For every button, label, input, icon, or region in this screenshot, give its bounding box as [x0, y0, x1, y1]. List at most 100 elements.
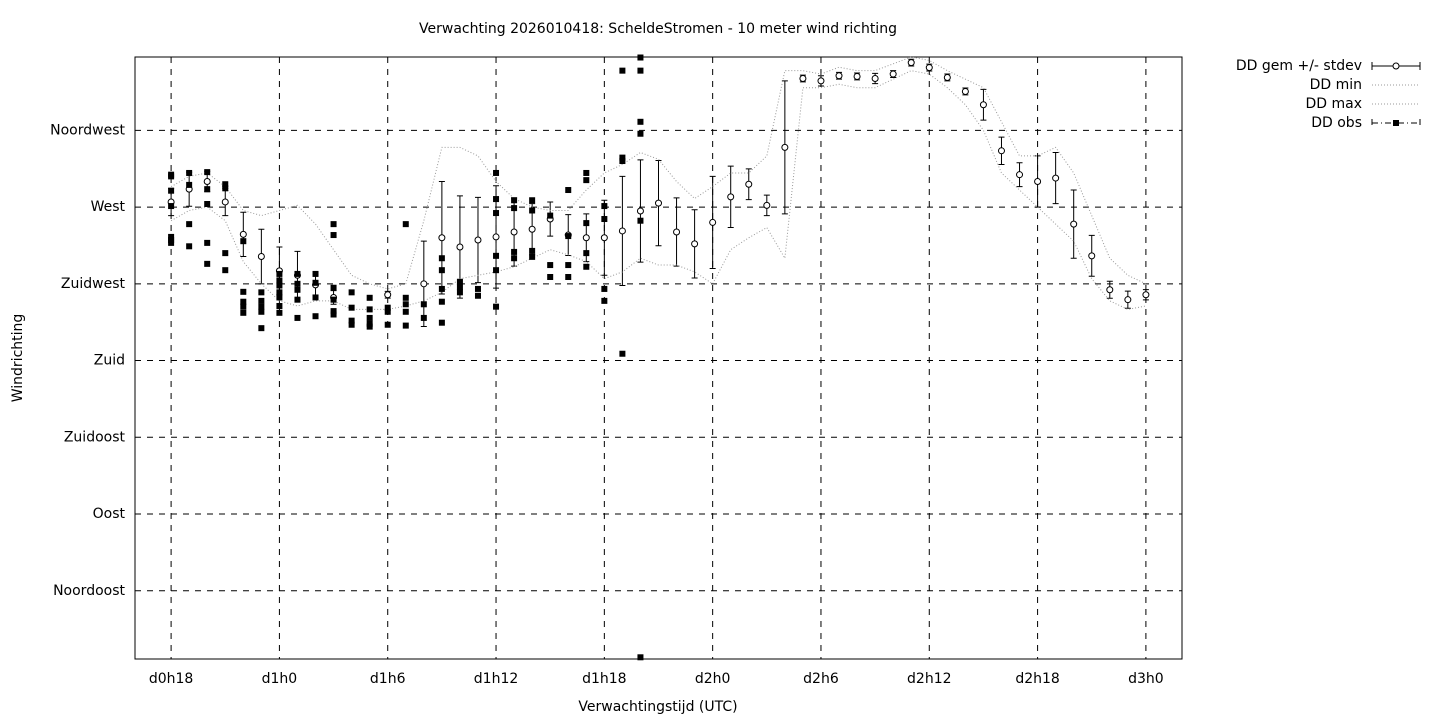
obs-point: [438, 255, 445, 262]
obs-point: [420, 301, 427, 308]
mean-point: [763, 201, 771, 209]
obs-point: [529, 247, 536, 254]
obs-point: [637, 654, 644, 661]
obs-point: [330, 284, 337, 291]
obs-point: [294, 286, 301, 293]
mean-point: [618, 227, 626, 235]
legend-swatch: [1392, 62, 1400, 70]
mean-point: [1106, 286, 1114, 294]
obs-point: [619, 350, 626, 357]
obs-point: [384, 304, 391, 311]
legend-swatch: [1393, 120, 1399, 126]
obs-point: [493, 303, 500, 310]
obs-point: [637, 118, 644, 125]
x-tick-label: d2h6: [803, 671, 839, 687]
mean-point: [239, 230, 247, 238]
obs-point: [637, 217, 644, 224]
obs-point: [168, 187, 175, 194]
obs-point: [204, 201, 211, 208]
obs-point: [420, 314, 427, 321]
obs-point: [583, 177, 590, 184]
obs-point: [402, 301, 409, 308]
x-tick-label: d0h18: [149, 671, 193, 687]
obs-point: [511, 197, 518, 204]
mean-point: [853, 72, 861, 80]
obs-point: [438, 285, 445, 292]
obs-point: [204, 186, 211, 193]
y-tick-label: Zuid: [94, 353, 125, 369]
obs-point: [366, 314, 373, 321]
obs-point: [240, 303, 247, 310]
obs-point: [204, 169, 211, 176]
obs-point: [547, 262, 554, 269]
obs-point: [456, 278, 463, 285]
y-axis-label: Windrichting: [10, 314, 26, 403]
y-tick-label: Zuidoost: [64, 429, 126, 445]
obs-point: [619, 158, 626, 165]
y-tick-label: Noordoost: [53, 583, 125, 599]
mean-point: [997, 147, 1005, 155]
obs-point: [565, 233, 572, 240]
obs-point: [276, 309, 283, 316]
y-tick-label: Oost: [93, 506, 126, 522]
obs-point: [294, 270, 301, 277]
legend-label: DD obs: [1311, 115, 1362, 131]
x-axis-label: Verwachtingstijd (UTC): [578, 699, 737, 715]
legend-label: DD max: [1305, 96, 1362, 112]
obs-point: [186, 169, 193, 176]
obs-point: [619, 67, 626, 74]
mean-point: [257, 253, 265, 261]
obs-point: [438, 298, 445, 305]
obs-point: [330, 296, 337, 303]
obs-point: [276, 282, 283, 289]
obs-point: [565, 262, 572, 269]
obs-point: [474, 292, 481, 299]
x-tick-label: d1h6: [370, 671, 406, 687]
legend-swatch: [1371, 119, 1421, 127]
y-tick-label: Zuidwest: [61, 276, 126, 292]
mean-point: [1052, 174, 1060, 182]
obs-point: [511, 248, 518, 255]
mean-point: [745, 180, 753, 188]
mean-point: [474, 236, 482, 244]
obs-point: [294, 296, 301, 303]
mean-point: [1142, 291, 1150, 299]
obs-point: [330, 308, 337, 315]
obs-point: [601, 297, 608, 304]
obs-point: [547, 273, 554, 280]
obs-point: [240, 238, 247, 245]
mean-point: [961, 87, 969, 95]
obs-point: [258, 297, 265, 304]
y-tick-label: Noordwest: [50, 122, 125, 138]
obs-point: [240, 309, 247, 316]
obs-point: [168, 233, 175, 240]
obs-point: [330, 311, 337, 318]
x-tick-label: d2h0: [695, 671, 731, 687]
obs-point: [204, 239, 211, 246]
obs-point: [348, 304, 355, 311]
obs-point: [330, 232, 337, 239]
mean-point: [456, 243, 464, 251]
mean-point: [817, 77, 825, 85]
mean-point: [1016, 171, 1024, 179]
mean-point: [1124, 296, 1132, 304]
obs-point: [456, 284, 463, 291]
obs-point: [312, 279, 319, 286]
mean-point: [889, 70, 897, 78]
obs-point: [529, 253, 536, 260]
obs-point: [402, 294, 409, 301]
obs-point: [186, 243, 193, 250]
mean-point: [799, 74, 807, 82]
mean-point: [979, 101, 987, 109]
obs-point: [186, 181, 193, 188]
obs-point: [312, 270, 319, 277]
mean-point: [420, 280, 428, 288]
obs-point: [258, 303, 265, 310]
mean-point: [203, 177, 211, 185]
obs-point: [258, 308, 265, 315]
obs-point: [276, 294, 283, 301]
obs-point: [366, 323, 373, 330]
mean-point: [655, 199, 662, 207]
mean-point: [835, 72, 843, 80]
obs-point: [493, 169, 500, 176]
